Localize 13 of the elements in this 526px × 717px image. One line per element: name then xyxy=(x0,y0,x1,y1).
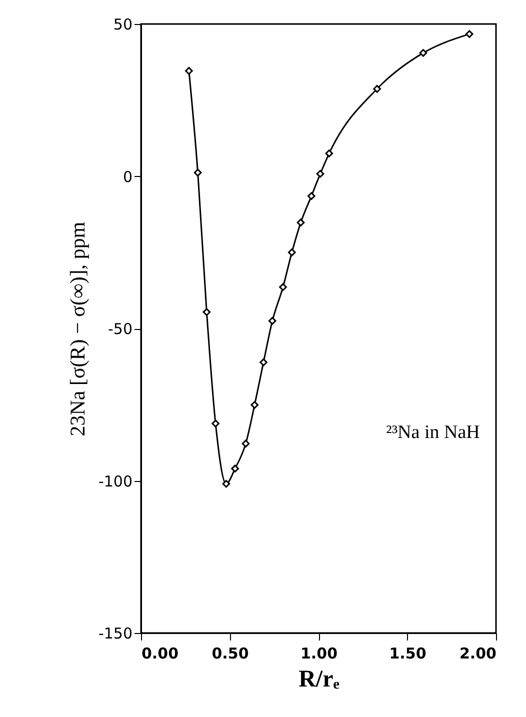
x-tick-label: 1.00 xyxy=(300,644,338,662)
y-tick-label: -50 xyxy=(108,320,132,338)
x-tick-label: 0.50 xyxy=(212,644,249,662)
x-tick-label: 1.50 xyxy=(389,644,426,662)
y-axis-title: 23Na [σ(R) − σ(∞)], ppm xyxy=(65,222,90,436)
y-tick-label: -150 xyxy=(98,624,132,642)
y-tick-label: 0 xyxy=(122,168,132,186)
x-tick-label: 0.00 xyxy=(142,644,179,662)
x-tick-label: 2.00 xyxy=(459,644,496,662)
y-tick-label: -100 xyxy=(98,472,132,490)
annotation: ²³Na in NaH xyxy=(386,422,480,443)
y-tick-label: 50 xyxy=(113,16,132,34)
x-axis-title: R/rₑ xyxy=(298,666,340,692)
